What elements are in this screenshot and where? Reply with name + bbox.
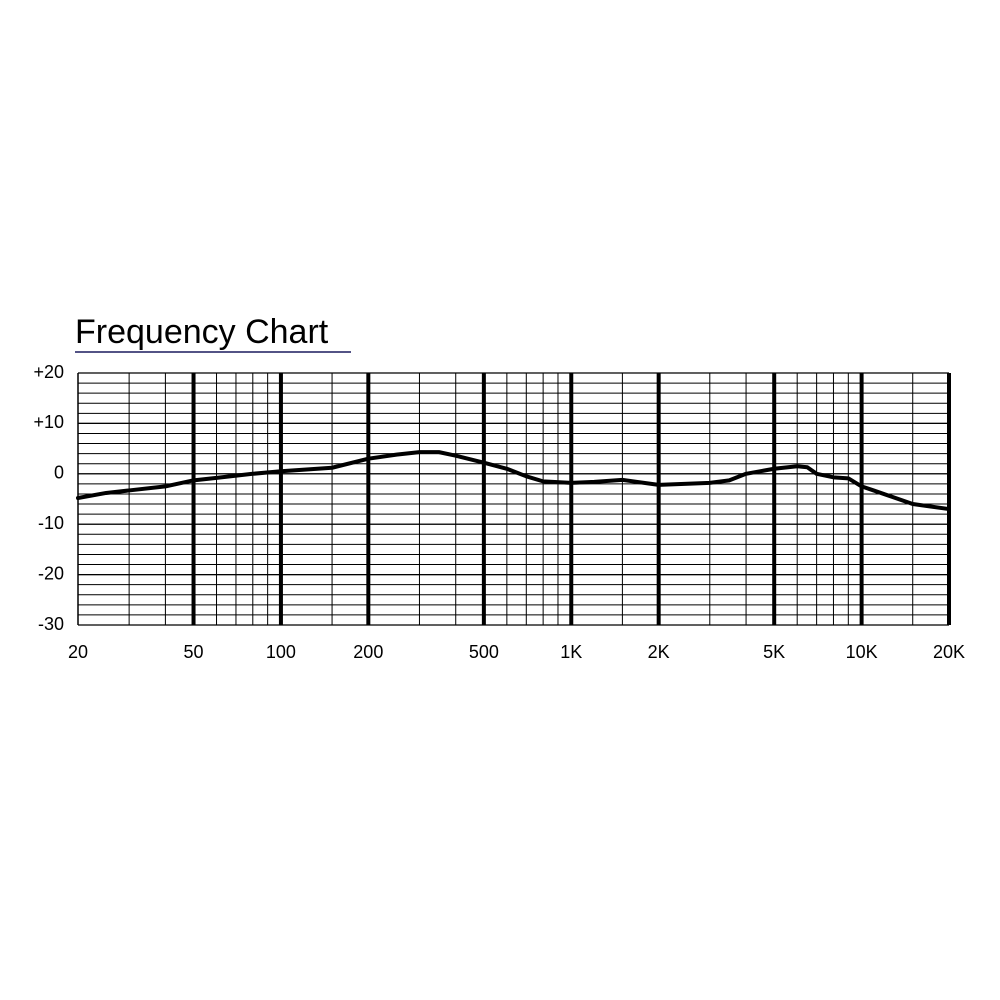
y-tick-label: -20 [38,563,64,583]
x-tick-label: 20 [68,642,88,662]
y-tick-label: +20 [33,362,64,382]
chart-title: Frequency Chart [75,313,329,351]
x-tick-label: 5K [763,642,785,662]
y-tick-label: -30 [38,614,64,634]
y-tick-label: 0 [54,463,64,483]
x-tick-label: 10K [846,642,878,662]
x-tick-label: 200 [353,642,383,662]
y-tick-label: +10 [33,412,64,432]
x-tick-label: 500 [469,642,499,662]
x-tick-label: 50 [184,642,204,662]
x-tick-label: 20K [933,642,965,662]
y-tick-label: -10 [38,513,64,533]
x-tick-label: 1K [560,642,582,662]
response-curve [76,450,951,512]
x-tick-label: 100 [266,642,296,662]
x-tick-label: 2K [648,642,670,662]
